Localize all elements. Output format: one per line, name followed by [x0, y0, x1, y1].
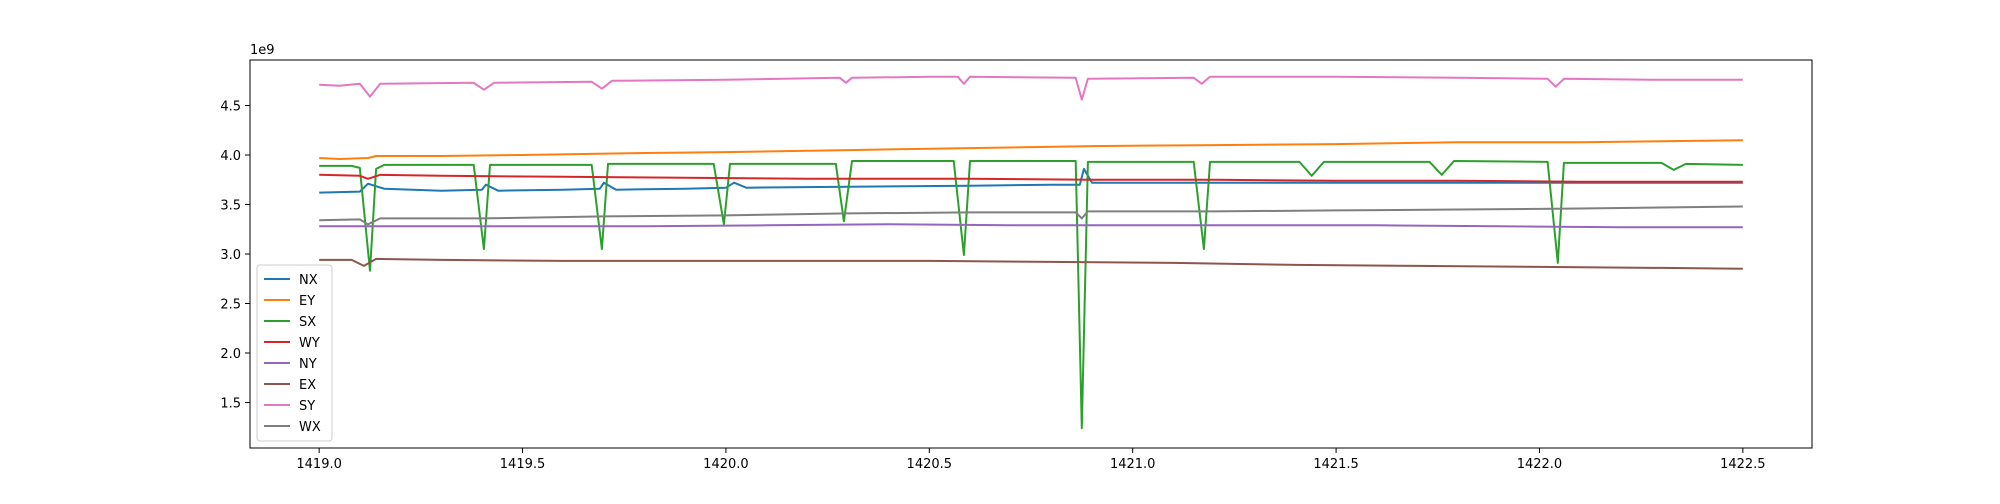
x-tick-label: 1422.5	[1720, 457, 1766, 472]
plot-frame	[249, 59, 1813, 449]
y-offset-label: 1e9	[250, 43, 275, 58]
y-tick-label: 2.0	[220, 347, 241, 362]
x-axis: 1419.0 1419.5 1420.0 1420.5 1421.0 1421.5 1422…	[296, 448, 1766, 472]
legend-label-sx: SX	[299, 315, 316, 330]
legend-label-nx: NX	[299, 273, 318, 288]
x-tick-label: 1419.5	[500, 457, 546, 472]
x-tick-label: 1422.0	[1517, 457, 1563, 472]
legend-label-sy: SY	[299, 399, 315, 414]
y-tick-label: 1.5	[220, 396, 241, 411]
x-tick-label: 1421.5	[1313, 457, 1359, 472]
series-line-ey	[319, 139, 1743, 160]
y-tick-label: 3.5	[220, 199, 241, 214]
series-line-sy	[319, 75, 1743, 101]
y-tick-label: 2.5	[220, 297, 241, 312]
legend-label-ex: EX	[299, 378, 316, 393]
y-tick-label: 3.0	[220, 248, 241, 263]
series-layer	[319, 75, 1743, 430]
y-tick-label: 4.0	[220, 149, 241, 164]
x-tick-label: 1419.0	[296, 457, 342, 472]
series-line-wy	[319, 173, 1743, 183]
y-tick-label: 4.5	[220, 100, 241, 115]
series-line-ny	[319, 223, 1743, 229]
x-tick-label: 1420.0	[703, 457, 749, 472]
legend-label-wy: WY	[299, 336, 320, 351]
legend-label-wx: WX	[299, 420, 321, 435]
x-tick-label: 1420.5	[907, 457, 953, 472]
legend: NX EY SX WY NY EX SY WX	[256, 264, 333, 442]
x-tick-label: 1421.0	[1110, 457, 1156, 472]
series-line-sx	[319, 160, 1743, 430]
series-line-wx	[319, 205, 1743, 226]
series-line-ex	[319, 257, 1743, 270]
legend-box	[256, 264, 333, 442]
legend-label-ey: EY	[299, 294, 315, 309]
y-axis: 1.5 2.0 2.5 3.0 3.5 4.0 4.5	[220, 100, 250, 411]
legend-label-ny: NY	[299, 357, 317, 372]
